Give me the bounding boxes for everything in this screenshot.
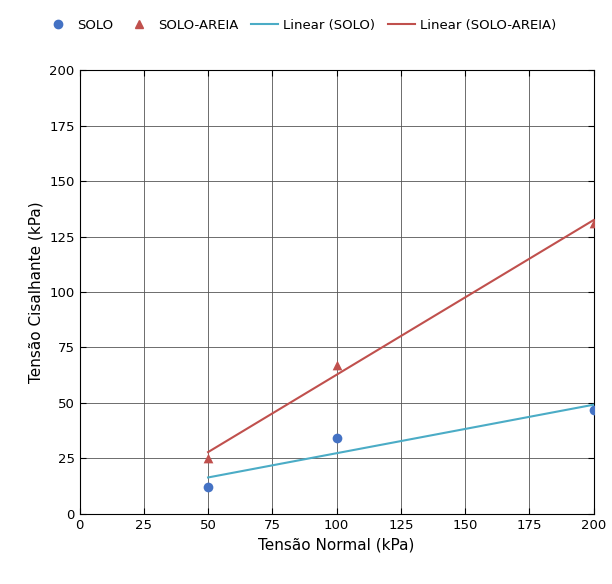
Point [332, 360, 341, 370]
Point [203, 482, 213, 492]
Legend: SOLO, SOLO-AREIA, Linear (SOLO), Linear (SOLO-AREIA): SOLO, SOLO-AREIA, Linear (SOLO), Linear … [45, 19, 556, 32]
Y-axis label: Tensão Cisalhante (kPa): Tensão Cisalhante (kPa) [29, 201, 43, 383]
X-axis label: Tensão Normal (kPa): Tensão Normal (kPa) [258, 537, 415, 552]
Point [589, 218, 599, 228]
Point [203, 454, 213, 463]
Point [332, 434, 341, 443]
Point [589, 405, 599, 414]
